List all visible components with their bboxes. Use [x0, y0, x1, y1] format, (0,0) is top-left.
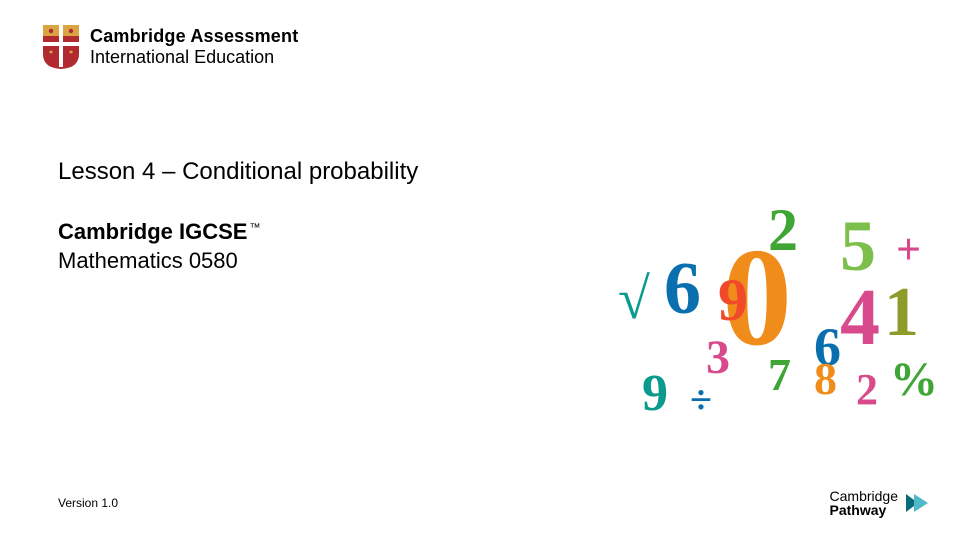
math-glyph: 8 — [814, 356, 837, 402]
brand-line1: Cambridge Assessment — [90, 26, 298, 47]
math-graphic: 25+√60941637829÷% — [618, 200, 928, 430]
math-glyph: 4 — [840, 278, 880, 358]
pathway-line1: Cambridge — [830, 489, 898, 503]
math-glyph: 5 — [840, 210, 876, 282]
math-glyph: 1 — [884, 278, 919, 348]
subtitle: Cambridge IGCSE™ Mathematics 0580 — [58, 218, 260, 275]
brand-text: Cambridge Assessment International Educa… — [90, 26, 298, 68]
math-glyph: 9 — [718, 270, 748, 330]
math-glyph: √ — [618, 270, 650, 328]
tm-symbol: ™ — [249, 222, 260, 234]
math-glyph: ÷ — [690, 380, 712, 420]
pathway-arrow-icon — [904, 490, 930, 516]
math-glyph: % — [890, 356, 938, 404]
shield-icon — [42, 24, 80, 70]
math-glyph: 3 — [706, 334, 730, 382]
pathway-line2: Pathway — [830, 503, 898, 518]
math-glyph: 2 — [856, 368, 878, 412]
brand-line2: International Education — [90, 47, 298, 68]
math-glyph: 7 — [768, 352, 791, 398]
math-glyph: + — [896, 228, 921, 272]
math-glyph: 9 — [642, 368, 668, 420]
version-text: Version 1.0 — [58, 496, 118, 510]
math-glyph: 6 — [664, 252, 701, 326]
pathway-text: Cambridge Pathway — [830, 489, 898, 518]
subtitle-bold: Cambridge IGCSE — [58, 219, 247, 244]
pathway-logo: Cambridge Pathway — [830, 489, 930, 518]
brand-logo: Cambridge Assessment International Educa… — [42, 24, 298, 70]
lesson-title: Lesson 4 – Conditional probability — [58, 158, 418, 186]
subtitle-line2: Mathematics 0580 — [58, 247, 260, 276]
